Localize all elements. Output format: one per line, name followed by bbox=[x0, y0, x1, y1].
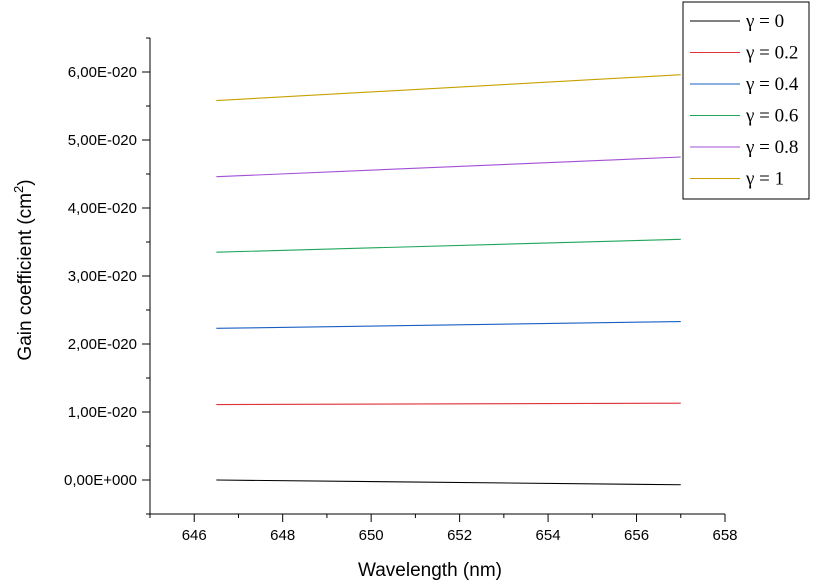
series-lines bbox=[216, 74, 681, 486]
x-ticks: 646 648 650 652 654 656 658 bbox=[149, 514, 738, 544]
y-tick-label: 2,00E-020 bbox=[68, 336, 137, 353]
x-tick-label: 658 bbox=[712, 527, 737, 544]
y-tick-label: 5,00E-020 bbox=[68, 132, 137, 149]
legend-box bbox=[682, 1, 810, 200]
legend-label: γ = 0.8 bbox=[745, 137, 798, 158]
y-axis-title-main: Gain coefficient (cm bbox=[15, 193, 36, 361]
series-line bbox=[216, 238, 681, 253]
x-tick-label: 650 bbox=[359, 527, 384, 544]
y-tick-label: 0,00E+000 bbox=[64, 472, 137, 489]
y-ticks: 0,00E+000 1,00E-020 2,00E-020 3,00E-020 4,00… bbox=[64, 37, 150, 515]
x-tick-label: 646 bbox=[182, 527, 207, 544]
legend: γ = 0 γ = 0.2 γ = 0.4 γ = 0.6 γ = 0.8 γ = 1 bbox=[682, 1, 810, 200]
x-tick-label: 648 bbox=[270, 527, 295, 544]
series-line bbox=[216, 156, 681, 178]
y-tick-label: 3,00E-020 bbox=[68, 268, 137, 285]
y-axis-title: Gain coefficient (cm2) bbox=[11, 179, 36, 360]
x-tick-label: 656 bbox=[624, 527, 649, 544]
y-axis-title-end: ) bbox=[15, 179, 36, 185]
axes bbox=[149, 38, 725, 515]
series-line bbox=[216, 479, 681, 486]
y-tick-label: 1,00E-020 bbox=[68, 404, 137, 421]
x-tick-label: 654 bbox=[536, 527, 561, 544]
x-axis-title: Wavelength (nm) bbox=[358, 560, 502, 581]
legend-label: γ = 0.4 bbox=[745, 74, 799, 95]
series-line bbox=[216, 74, 681, 102]
y-tick-label: 6,00E-020 bbox=[68, 64, 137, 81]
legend-label: γ = 0.6 bbox=[745, 106, 798, 127]
y-axis-title-sup: 2 bbox=[11, 186, 26, 193]
legend-label: γ = 1 bbox=[745, 169, 784, 190]
legend-label: γ = 0.2 bbox=[745, 43, 798, 64]
series-line bbox=[216, 402, 681, 406]
legend-label: γ = 0 bbox=[745, 11, 784, 32]
x-tick-label: 652 bbox=[447, 527, 472, 544]
series-line bbox=[216, 321, 681, 329]
y-tick-label: 4,00E-020 bbox=[68, 200, 137, 217]
